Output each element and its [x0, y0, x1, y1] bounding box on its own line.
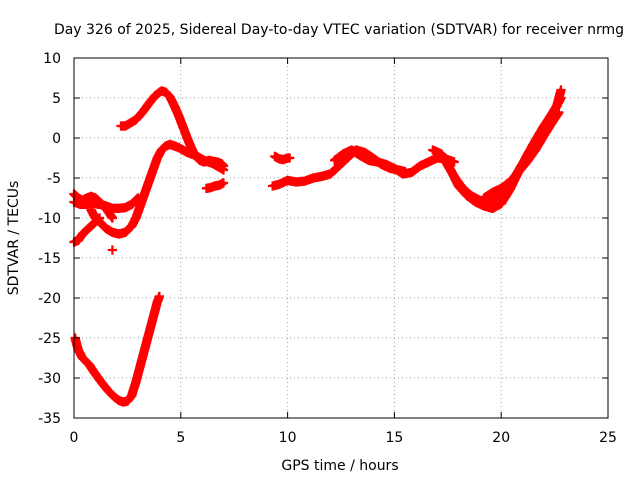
y-tick-label: -15: [38, 251, 61, 267]
data-point: [556, 85, 566, 95]
data-series-arc-swoop: [86, 139, 229, 239]
x-axis-label: GPS time / hours: [281, 458, 398, 474]
y-tick-label: 0: [52, 131, 61, 147]
data-series-arc-dot-early: [107, 245, 117, 255]
x-tick-label: 0: [70, 430, 79, 446]
y-tick-label: -30: [38, 371, 61, 387]
data-point: [107, 245, 117, 255]
data-point: [449, 157, 459, 167]
x-tick-label: 10: [279, 430, 297, 446]
x-tick-label: 20: [492, 430, 510, 446]
data-point: [218, 178, 229, 188]
data-series-arc-late-6: [201, 178, 229, 193]
y-tick-label: -5: [47, 171, 61, 187]
data-point: [154, 291, 164, 301]
data-point: [107, 213, 117, 223]
axis-layer: 0 5 10 15 20 25 -35 -30 -25 -20 -15 -10 -5 0 5 10: [38, 51, 617, 446]
data-point: [218, 161, 229, 171]
data-point: [285, 153, 295, 163]
y-tick-label: 10: [43, 51, 61, 67]
data-point: [554, 107, 564, 117]
data-series-arc-hump: [116, 86, 229, 171]
data-series-arc-low-dip: [70, 291, 164, 407]
data-series-arc-mid-a: [270, 151, 295, 165]
y-tick-label: -35: [38, 411, 61, 427]
y-axis-label: SDTVAR / TECUs: [6, 181, 22, 296]
y-tick-label: 5: [52, 91, 61, 107]
data-series-arc-mid-c: [330, 145, 459, 179]
data-points-layer: [69, 85, 566, 407]
x-tick-label: 25: [599, 430, 617, 446]
chart-title: Day 326 of 2025, Sidereal Day-to-day VTE…: [54, 22, 624, 38]
x-tick-label: 15: [385, 430, 403, 446]
y-tick-label: -20: [38, 291, 61, 307]
y-tick-label: -25: [38, 331, 61, 347]
plot-frame: [73, 57, 609, 419]
y-tick-label: -10: [38, 211, 61, 227]
data-series-arc-late-tail: [479, 107, 564, 203]
x-tick-label: 5: [176, 430, 185, 446]
